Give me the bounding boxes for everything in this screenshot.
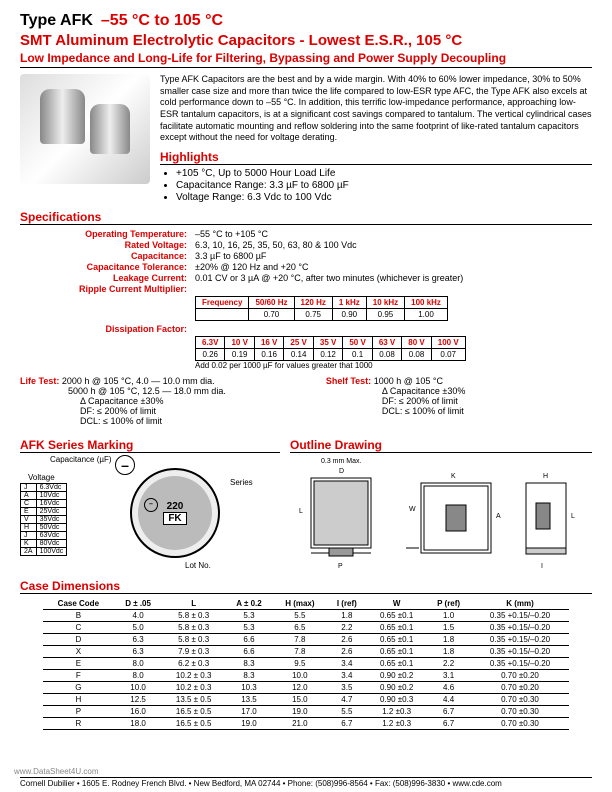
life-line: 5000 h @ 105 °C, 12.5 — 18.0 mm dia. <box>68 386 226 396</box>
fk-label: FK <box>163 512 186 525</box>
shelf-line: DCL: ≤ 100% of limit <box>382 406 464 416</box>
marking-diagram: Capacitance (µF) Voltage Series Lot No. … <box>20 453 280 573</box>
tagline: Low Impedance and Long-Life for Filterin… <box>20 51 592 68</box>
diss-note: Add 0.02 per 1000 µF for values greater … <box>195 361 592 370</box>
life-line: Δ Capacitance ±30% <box>80 396 164 406</box>
shelf-line: DF: ≤ 200% of limit <box>382 396 458 406</box>
highlights-header: Highlights <box>160 150 592 165</box>
svg-text:H: H <box>543 473 548 480</box>
outline-header: Outline Drawing <box>290 438 592 453</box>
svg-text:L: L <box>299 508 303 515</box>
series-label: Series <box>230 478 253 487</box>
life-test-label: Life Test: <box>20 376 59 386</box>
subtitle: SMT Aluminum Electrolytic Capacitors - L… <box>20 32 592 49</box>
bullet: Capacitance Range: 3.3 µF to 6800 µF <box>176 180 592 191</box>
life-line: DCL: ≤ 100% of limit <box>80 416 162 426</box>
shelf-line: Δ Capacitance ±30% <box>382 386 466 396</box>
type-label: Type AFK <box>20 12 93 30</box>
bullet: +105 °C, Up to 5000 Hour Load Life <box>176 168 592 179</box>
svg-text:I: I <box>541 563 543 570</box>
shelf-line: 1000 h @ 105 °C <box>374 376 443 386</box>
spec-val: 6.3, 10, 16, 25, 35, 50, 63, 80 & 100 Vd… <box>195 240 357 250</box>
spec-val: 0.01 CV or 3 µA @ +20 °C, after two minu… <box>195 273 463 283</box>
case-header: Case Dimensions <box>20 579 592 594</box>
cap-top-view: – 220 FK <box>130 468 220 558</box>
spec-header: Specifications <box>20 210 592 225</box>
lot-label: Lot No. <box>185 561 211 570</box>
spec-val: –55 °C to +105 °C <box>195 229 268 239</box>
spec-table: Operating Temperature:–55 °C to +105 °C … <box>20 229 592 294</box>
spec-label: Capacitance Tolerance: <box>20 262 195 272</box>
life-line: 2000 h @ 105 °C, 4.0 — 10.0 mm dia. <box>62 376 215 386</box>
minus-icon: – <box>115 455 135 475</box>
spec-val: ±20% @ 120 Hz and +20 °C <box>195 262 309 272</box>
spec-label: Leakage Current: <box>20 273 195 283</box>
diss-table: 6.3V10 V16 V25 V35 V50 V63 V80 V100 V0.2… <box>195 336 466 361</box>
svg-text:W: W <box>409 506 416 513</box>
svg-text:K: K <box>451 473 456 480</box>
svg-text:L: L <box>571 513 575 520</box>
shelf-test-label: Shelf Test: <box>326 376 371 386</box>
spec-label: Operating Temperature: <box>20 229 195 239</box>
cap-value: 220 <box>167 501 184 512</box>
svg-text:P: P <box>338 563 343 570</box>
bullet: Voltage Range: 6.3 Vdc to 100 Vdc <box>176 192 592 203</box>
svg-text:D: D <box>339 468 344 475</box>
volt-label: Voltage <box>28 473 55 482</box>
marking-header: AFK Series Marking <box>20 438 280 453</box>
footer: Cornell Dubilier • 1605 E. Rodney French… <box>20 777 592 788</box>
life-line: DF: ≤ 200% of limit <box>80 406 156 416</box>
spec-val: 3.3 µF to 6800 µF <box>195 251 266 261</box>
outline-drawing: 0.3 mm Max. P L D K A W H L I <box>290 453 592 573</box>
voltage-code-table: J6.3VdcA10VdcC16VdcE25VdcV35VdcH50VdcJ63… <box>20 483 67 556</box>
case-table: Case CodeD ± .05LA ± 0.2H (max)I (ref)WP… <box>43 598 569 730</box>
highlights-list: +105 °C, Up to 5000 Hour Load Life Capac… <box>176 168 592 203</box>
watermark: www.DataSheet4U.com <box>14 767 98 776</box>
intro-paragraph: Type AFK Capacitors are the best and by … <box>160 74 592 144</box>
spec-label: Rated Voltage: <box>20 240 195 250</box>
cap-label: Capacitance (µF) <box>50 455 112 464</box>
max-label: 0.3 mm Max. <box>321 458 362 465</box>
capacitor-photo <box>20 74 150 184</box>
svg-text:A: A <box>496 513 501 520</box>
spec-label: Dissipation Factor: <box>20 324 195 334</box>
freq-table: Frequency50/60 Hz120 Hz1 kHz10 kHz100 kH… <box>195 296 448 321</box>
spec-label: Ripple Current Multiplier: <box>20 284 195 294</box>
spec-label: Capacitance: <box>20 251 195 261</box>
temp-range: –55 °C to 105 °C <box>101 12 223 30</box>
